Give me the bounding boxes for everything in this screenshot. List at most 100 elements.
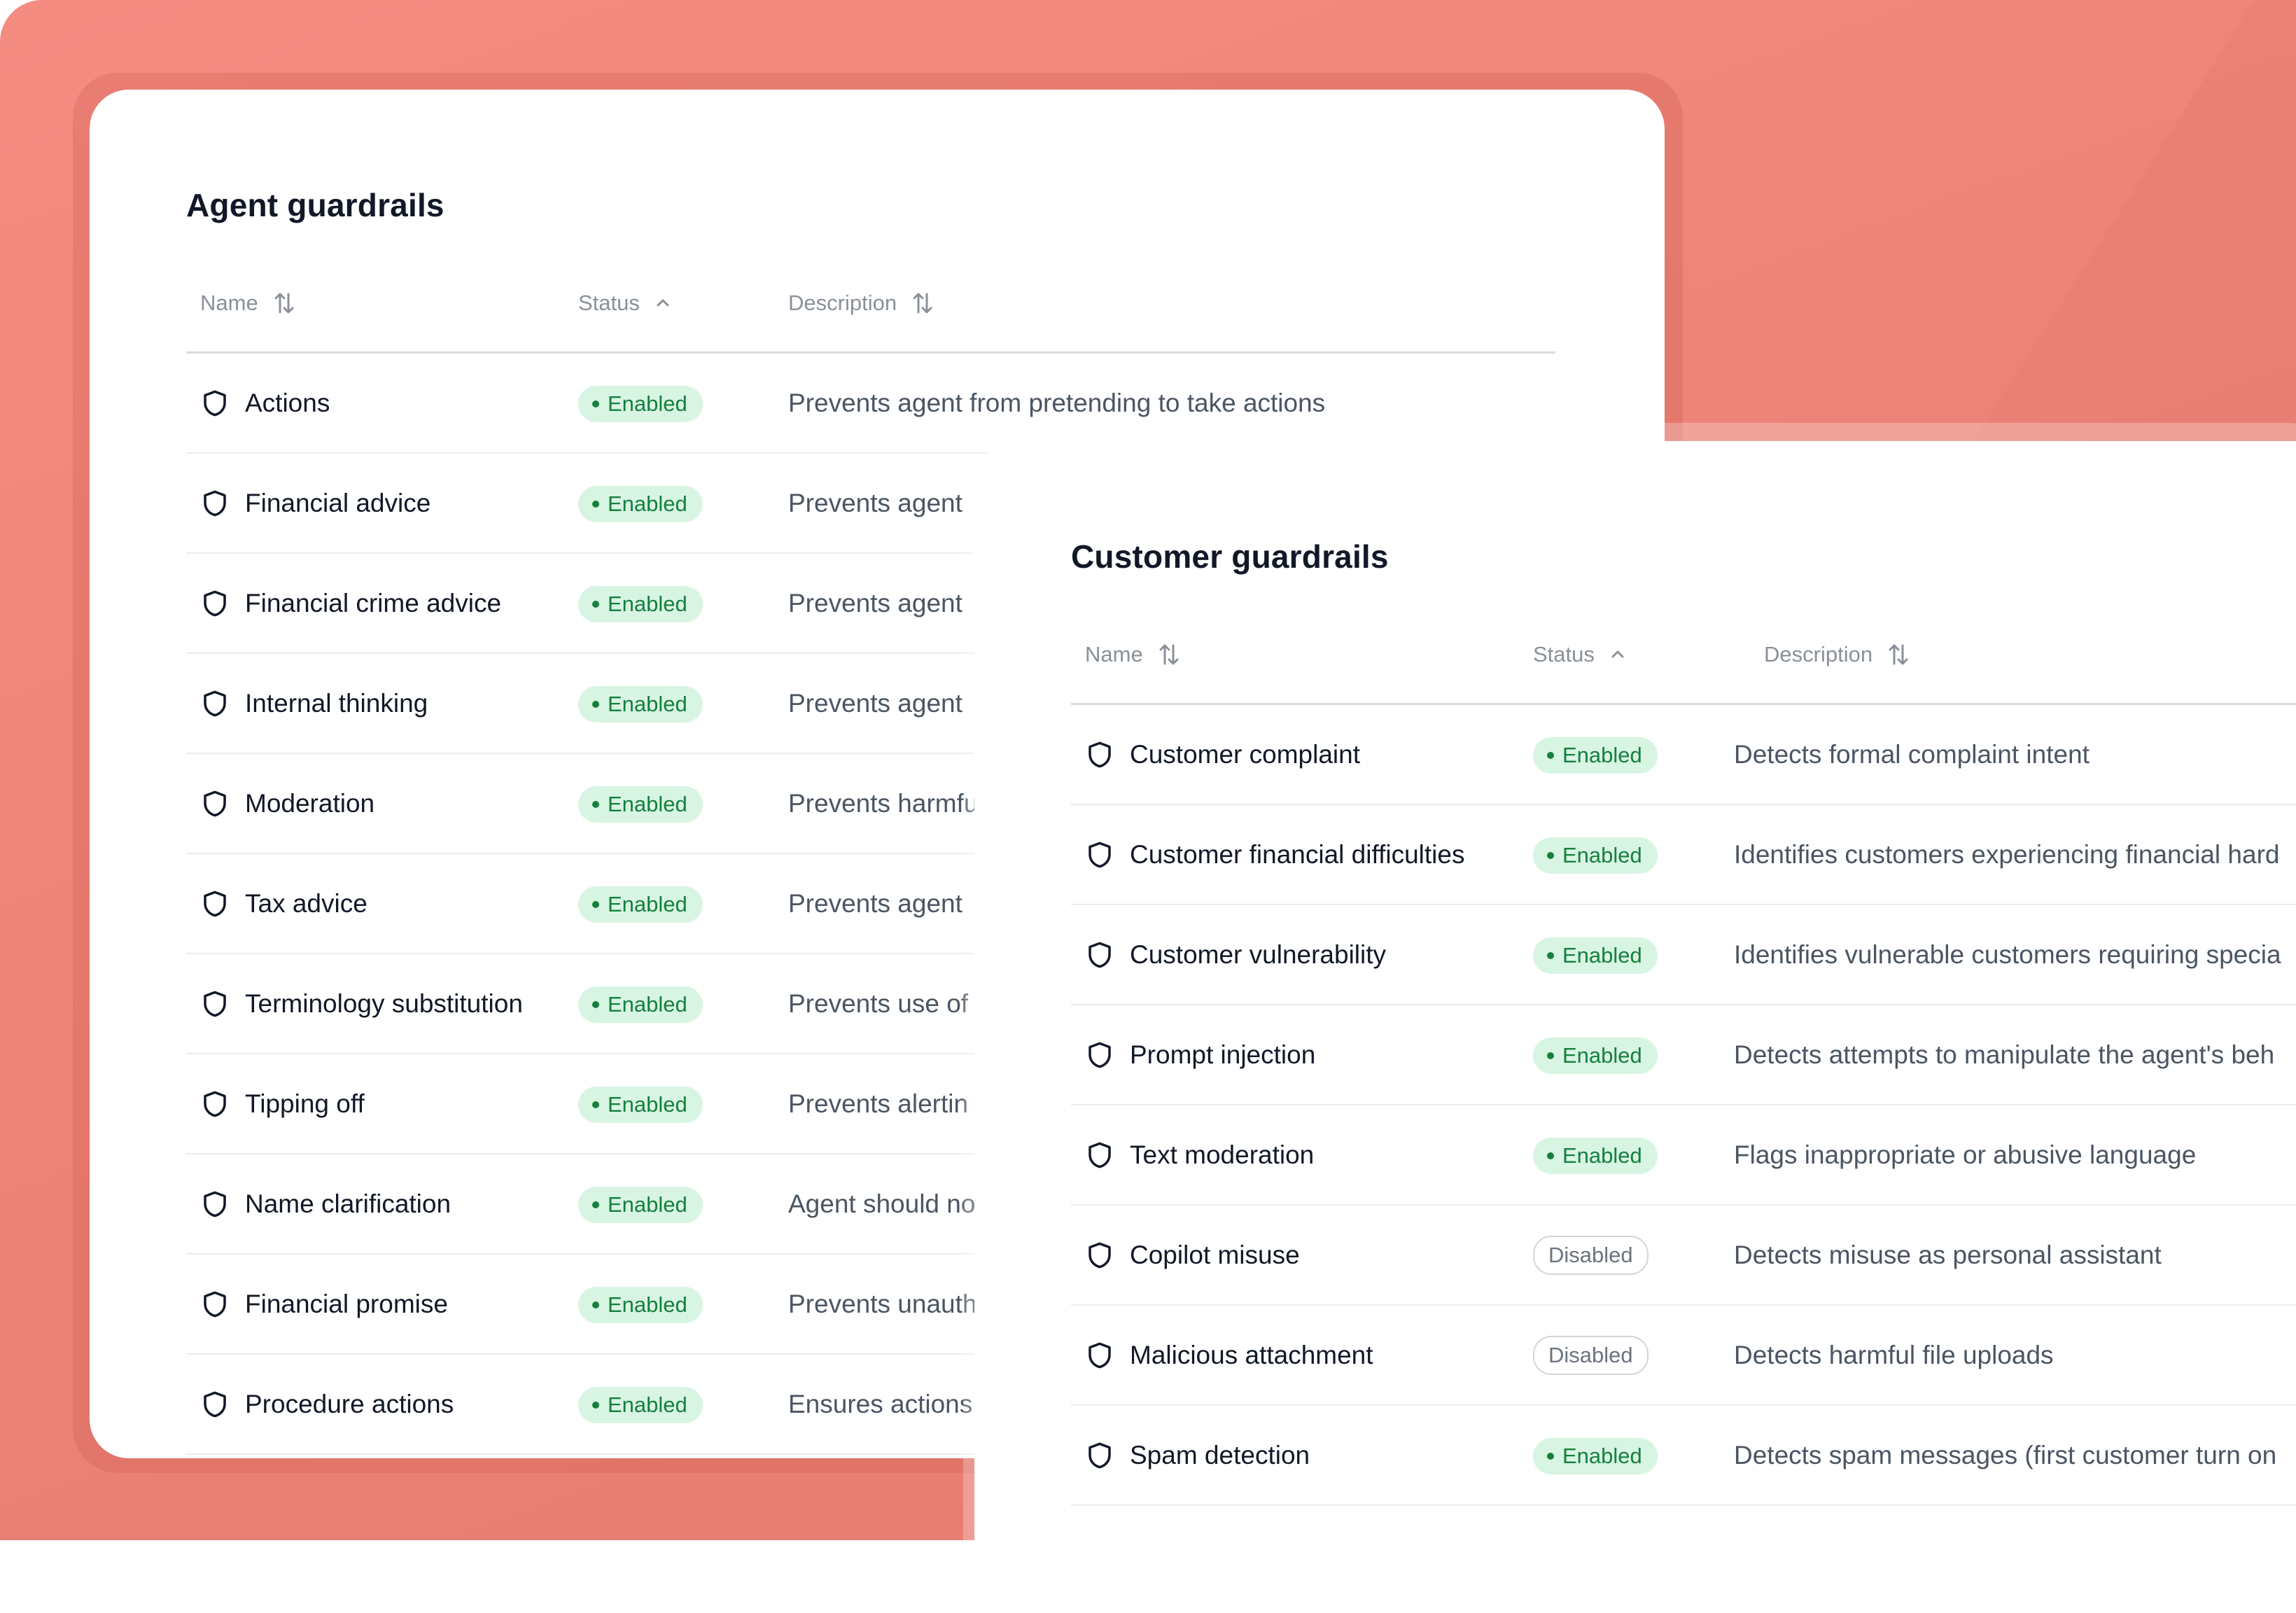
shield-icon xyxy=(1085,1140,1114,1170)
status-dot xyxy=(592,600,599,608)
table-row[interactable]: Prompt injection Enabled Detects attempts … xyxy=(1071,1005,2296,1105)
name-cell-content: Procedure actions xyxy=(186,1390,578,1419)
customer-guardrails-table: Name Status Description Customer complai… xyxy=(1071,606,2296,1506)
status-badge: Enabled xyxy=(578,785,703,823)
shield-icon xyxy=(200,589,230,618)
agent-col-description[interactable]: Description xyxy=(774,255,1555,354)
guardrail-name: Financial crime advice xyxy=(245,588,502,617)
status-badge: Enabled xyxy=(578,385,703,422)
status-label: Enabled xyxy=(608,1292,687,1317)
name-cell: Customer complaint xyxy=(1071,704,1533,805)
guardrail-name: Prompt injection xyxy=(1130,1040,1316,1069)
guardrail-name: Tipping off xyxy=(245,1089,365,1118)
status-label: Enabled xyxy=(608,1091,687,1117)
sort-arrows-icon[interactable] xyxy=(1158,643,1180,666)
sort-arrows-icon[interactable] xyxy=(912,291,933,315)
agent-col-status[interactable]: Status xyxy=(578,255,774,354)
customer-col-status[interactable]: Status xyxy=(1533,606,1718,705)
name-cell-content: Prompt injection xyxy=(1071,1040,1533,1070)
guardrail-name: Spam detection xyxy=(1130,1440,1310,1469)
guardrail-description: Flags inappropriate or abusive language xyxy=(1718,1105,2296,1206)
status-label: Enabled xyxy=(608,891,687,916)
status-badge: Enabled xyxy=(1533,937,1658,974)
shield-icon xyxy=(200,1089,230,1119)
status-dot xyxy=(1547,1452,1554,1460)
status-cell: Enabled xyxy=(578,853,774,954)
name-cell: Customer financial difficulties xyxy=(1071,804,1533,905)
name-cell: Procedure actions xyxy=(186,1354,578,1455)
name-cell-content: Actions xyxy=(186,389,578,418)
name-cell: Tax advice xyxy=(186,853,578,954)
status-cell: Enabled xyxy=(1533,905,1718,1005)
status-dot xyxy=(1547,851,1554,859)
guardrail-name: Financial advice xyxy=(245,488,431,517)
status-cell: Enabled xyxy=(578,352,774,454)
table-row[interactable]: Malicious attachment Disabled Detects harm… xyxy=(1071,1305,2296,1406)
sort-arrows-icon[interactable] xyxy=(274,291,295,315)
guardrail-description: Detects harmful file uploads xyxy=(1718,1305,2296,1406)
shield-icon xyxy=(200,789,230,818)
status-dot xyxy=(1547,751,1554,759)
name-cell-content: Internal thinking xyxy=(186,689,578,718)
guardrail-name: Customer complaint xyxy=(1130,739,1361,769)
shield-icon xyxy=(1085,940,1114,970)
table-row[interactable]: Customer vulnerability Enabled Identifies … xyxy=(1071,905,2296,1005)
guardrail-name: Customer vulnerability xyxy=(1130,940,1387,969)
status-label: Enabled xyxy=(608,591,687,616)
status-cell: Enabled xyxy=(1533,804,1718,905)
name-cell-content: Malicious attachment xyxy=(1071,1341,1533,1370)
status-dot xyxy=(592,1201,599,1208)
shield-icon xyxy=(200,989,230,1019)
status-dot xyxy=(1547,1152,1554,1159)
name-cell-content: Customer complaint xyxy=(1071,740,1533,769)
chevron-up-icon[interactable] xyxy=(655,295,671,311)
sort-arrows-icon[interactable] xyxy=(1888,643,1909,666)
status-dot xyxy=(592,900,599,908)
table-row[interactable]: Text moderation Enabled Flags inappropriat… xyxy=(1071,1105,2296,1206)
shield-icon xyxy=(1085,1241,1114,1270)
table-row[interactable]: Spam detection Enabled Detects spam messag… xyxy=(1071,1405,2296,1506)
status-label: Enabled xyxy=(1562,842,1642,867)
table-row[interactable]: Copilot misuse Disabled Detects misuse as … xyxy=(1071,1205,2296,1306)
status-cell: Enabled xyxy=(1533,1405,1718,1506)
guardrail-name: Copilot misuse xyxy=(1130,1240,1300,1269)
status-label: Disabled xyxy=(1548,1242,1633,1267)
status-badge: Enabled xyxy=(1533,736,1658,774)
status-badge: Enabled xyxy=(578,886,703,923)
table-row[interactable]: Customer complaint Enabled Detects formal … xyxy=(1071,704,2296,805)
status-badge: Disabled xyxy=(1533,1335,1648,1375)
guardrail-name: Tax advice xyxy=(245,888,368,918)
agent-table-header: Name Status Description xyxy=(186,255,1555,354)
status-label: Enabled xyxy=(608,791,687,816)
guardrail-name: Actions xyxy=(245,388,330,417)
name-cell-content: Financial crime advice xyxy=(186,589,578,618)
customer-col-name[interactable]: Name xyxy=(1071,606,1533,705)
guardrail-name: Name clarification xyxy=(245,1189,451,1218)
status-label: Enabled xyxy=(608,1192,687,1217)
shield-icon xyxy=(200,489,230,518)
guardrail-name: Procedure actions xyxy=(245,1389,454,1418)
name-cell-content: Tipping off xyxy=(186,1089,578,1119)
name-cell-content: Customer financial difficulties xyxy=(1071,840,1533,870)
name-cell: Copilot misuse xyxy=(1071,1205,1533,1306)
status-badge: Enabled xyxy=(1533,837,1658,874)
status-label: Enabled xyxy=(1562,942,1642,968)
status-dot xyxy=(592,1101,599,1108)
status-dot xyxy=(592,500,599,508)
status-cell: Enabled xyxy=(578,753,774,854)
name-cell: Moderation xyxy=(186,753,578,854)
status-label: Enabled xyxy=(1562,1143,1642,1168)
status-badge: Enabled xyxy=(578,1186,703,1223)
customer-col-status-label: Status xyxy=(1533,642,1595,666)
status-cell: Disabled xyxy=(1533,1205,1718,1306)
guardrail-name: Internal thinking xyxy=(245,688,428,718)
status-dot xyxy=(592,1301,599,1308)
name-cell-content: Financial advice xyxy=(186,489,578,518)
table-row[interactable]: Customer financial difficulties Enabled Id… xyxy=(1071,804,2296,905)
customer-col-description[interactable]: Description xyxy=(1718,606,2296,705)
chevron-up-icon[interactable] xyxy=(1610,647,1625,662)
name-cell-content: Moderation xyxy=(186,789,578,818)
table-row[interactable]: Tax advice Enabled Prevents agent xyxy=(186,853,1555,954)
agent-col-name[interactable]: Name xyxy=(186,255,578,354)
name-cell: Prompt injection xyxy=(1071,1005,1533,1105)
